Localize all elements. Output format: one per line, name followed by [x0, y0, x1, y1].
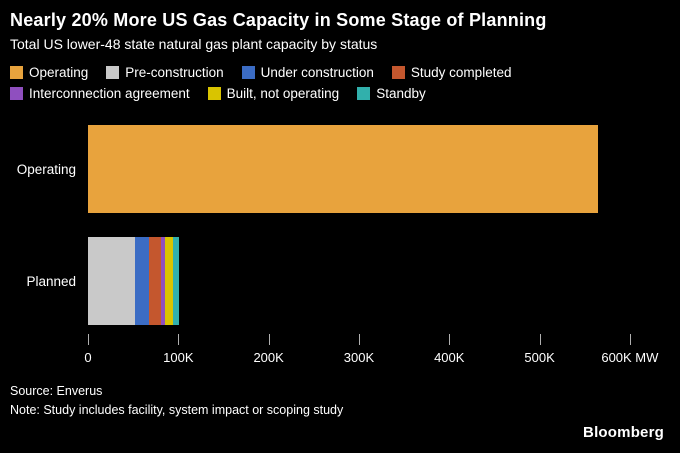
- chart: Operating Planned: [10, 125, 666, 325]
- footer: Source: Enverus Note: Study includes fac…: [0, 370, 680, 420]
- axis-tick-label-500k: 500K: [524, 350, 555, 365]
- axis-tick-600k-mw: [629, 334, 631, 345]
- axis-tick-label-0: 0: [84, 350, 92, 365]
- legend-item-under-construction: Under construction: [241, 65, 374, 80]
- axis-tick-label-300k: 300K: [343, 350, 375, 365]
- legend-item-interconnection-agreement: Interconnection agreement: [10, 86, 190, 101]
- legend-swatch-interconnection-agreement: [10, 87, 23, 100]
- source-line: Source: Enverus: [10, 384, 103, 398]
- legend-swatch-built-not-operating: [207, 87, 221, 100]
- legend-label: Interconnection agreement: [29, 86, 190, 101]
- axis-tick-300k: [358, 334, 360, 345]
- legend-swatch-pre-construction: [106, 66, 120, 79]
- bar-segment-pre-construction: [88, 237, 135, 325]
- legend-swatch-operating: [10, 66, 23, 79]
- bar-segment-built-not-operating: [164, 237, 173, 325]
- bar-segment-operating: [88, 125, 599, 213]
- axis-tick-400k: [449, 334, 451, 345]
- legend-label: Operating: [29, 65, 89, 80]
- legend-item-study-completed: Study completed: [391, 65, 512, 80]
- axis-tick-200k: [268, 334, 270, 345]
- legend-swatch-under-construction: [241, 66, 255, 79]
- axis-tick-label-100k: 100K: [163, 350, 194, 365]
- bar-track-planned: [88, 237, 666, 325]
- legend-item-standby: Standby: [357, 86, 426, 101]
- bar-track-operating: [88, 125, 666, 213]
- bar-row-operating: Operating: [10, 125, 666, 213]
- axis-tick-0: [88, 334, 89, 345]
- legend-swatch-standby: [357, 87, 371, 100]
- chart-title: Nearly 20% More US Gas Capacity in Some …: [10, 10, 547, 30]
- legend-label: Pre-construction: [125, 65, 224, 80]
- chart-subtitle: Total US lower-48 state natural gas plan…: [10, 36, 378, 52]
- axis-tick-label-200k: 200K: [253, 350, 284, 365]
- legend-label: Study completed: [410, 65, 512, 80]
- legend-swatch-study-completed: [391, 66, 405, 79]
- bar-segment-under-construction: [134, 237, 150, 325]
- legend-item-pre-construction: Pre-construction: [106, 65, 224, 80]
- legend-label: Standby: [376, 86, 426, 101]
- bloomberg-logo: Bloomberg: [583, 424, 664, 441]
- x-axis: 0 100K 200K 300K 400K 500K 600K MW: [84, 334, 666, 370]
- category-label-planned: Planned: [26, 273, 76, 289]
- bar-segment-standby: [172, 237, 180, 325]
- legend: Operating Pre-construction Under construct…: [0, 52, 680, 101]
- note-line: Note: Study includes facility, system im…: [10, 402, 344, 417]
- bar-segment-study-completed: [149, 237, 162, 325]
- bar-row-planned: Planned: [10, 237, 666, 325]
- legend-item-built-not-operating: Built, not operating: [207, 86, 340, 101]
- axis-tick-100k: [178, 334, 180, 345]
- axis-tick-500k: [539, 334, 541, 345]
- legend-label: Built, not operating: [226, 86, 340, 101]
- legend-row-2: Interconnection agreement Built, not oper…: [10, 86, 668, 101]
- legend-row-1: Operating Pre-construction Under construct…: [10, 65, 668, 80]
- legend-label: Under construction: [260, 65, 374, 80]
- legend-item-operating: Operating: [10, 65, 88, 80]
- axis-tick-label-600k-mw: 600K MW: [601, 350, 659, 365]
- category-label-operating: Operating: [16, 161, 76, 177]
- axis-tick-label-400k: 400K: [434, 350, 465, 365]
- bar-segment-interconnection-agreement: [161, 237, 165, 325]
